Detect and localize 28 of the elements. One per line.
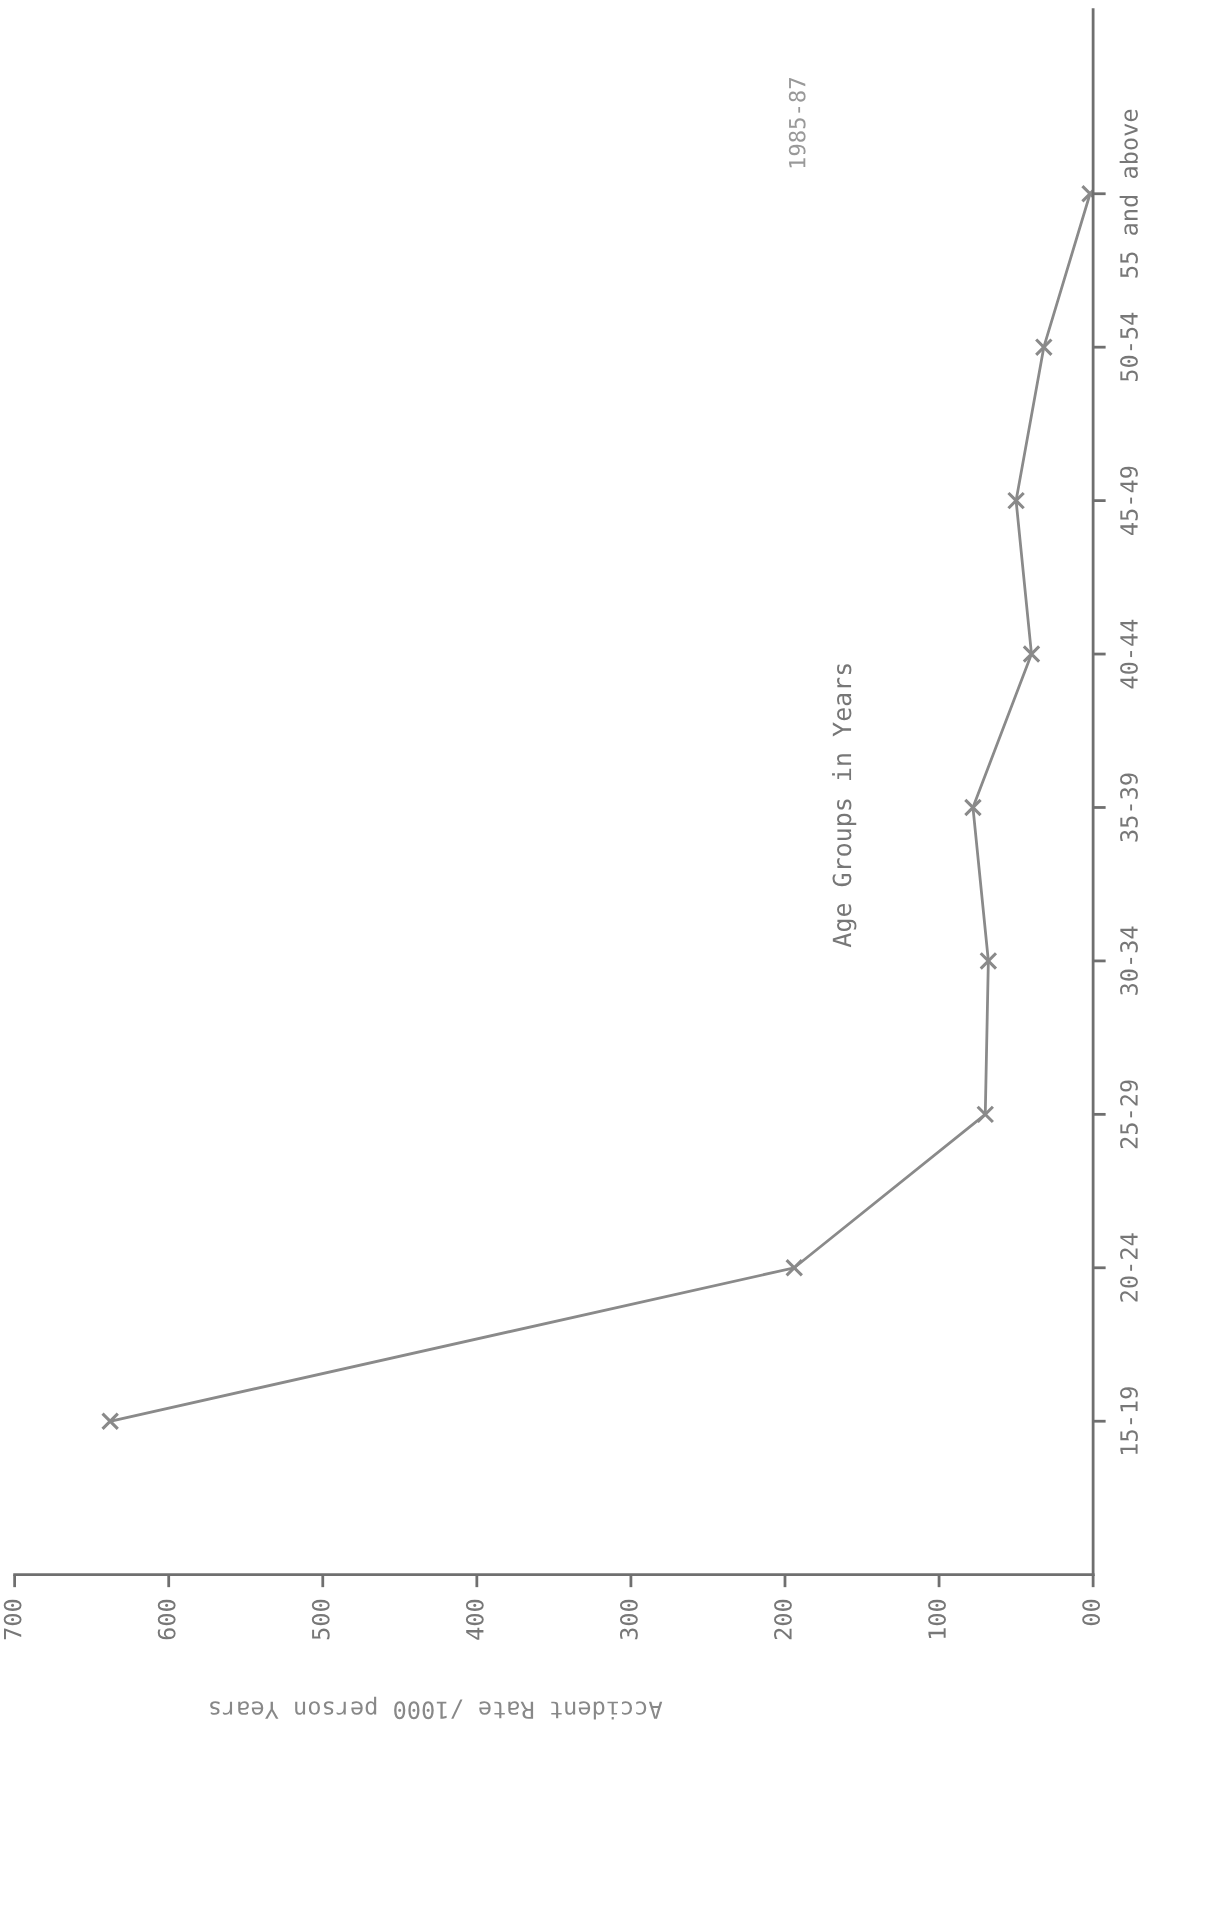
- point: [979, 951, 998, 971]
- y-tick-label: 35-39: [1120, 773, 1138, 842]
- point: [976, 1105, 995, 1124]
- y-tick-label: 30-34: [1120, 926, 1138, 995]
- y-tick-label: 40-44: [1120, 619, 1138, 689]
- y-axis-title: Age Groups in Years: [832, 664, 857, 948]
- y-tick-label: 25-29: [1120, 1080, 1138, 1149]
- x-tick-label: 300: [619, 1599, 638, 1640]
- y-tick-label: 55 and above: [1119, 109, 1138, 278]
- x-tick-label: 600: [157, 1599, 176, 1640]
- point: [1034, 338, 1053, 357]
- point: [100, 1412, 120, 1431]
- point: [785, 1258, 804, 1277]
- x-axis-title: Accident Rate /1000 person Years: [210, 1696, 663, 1720]
- x-tick-label: 100: [928, 1599, 946, 1639]
- x-tick-label: 400: [465, 1599, 484, 1640]
- x-tick-label: 500: [311, 1599, 330, 1640]
- y-tick-label: 20-24: [1120, 1233, 1138, 1302]
- y-tick-label: 45-49: [1120, 466, 1138, 535]
- point: [1022, 644, 1041, 664]
- x-tick-label: 700: [3, 1599, 22, 1640]
- x-tick-label: 00: [1082, 1599, 1101, 1626]
- y-tick-label: 50-54: [1120, 312, 1138, 382]
- x-tick-label: 200: [774, 1599, 792, 1640]
- text: 1985-87: [788, 78, 806, 168]
- y-tick-label: 15-19: [1120, 1387, 1138, 1454]
- point: [963, 798, 983, 817]
- point: [1006, 491, 1026, 510]
